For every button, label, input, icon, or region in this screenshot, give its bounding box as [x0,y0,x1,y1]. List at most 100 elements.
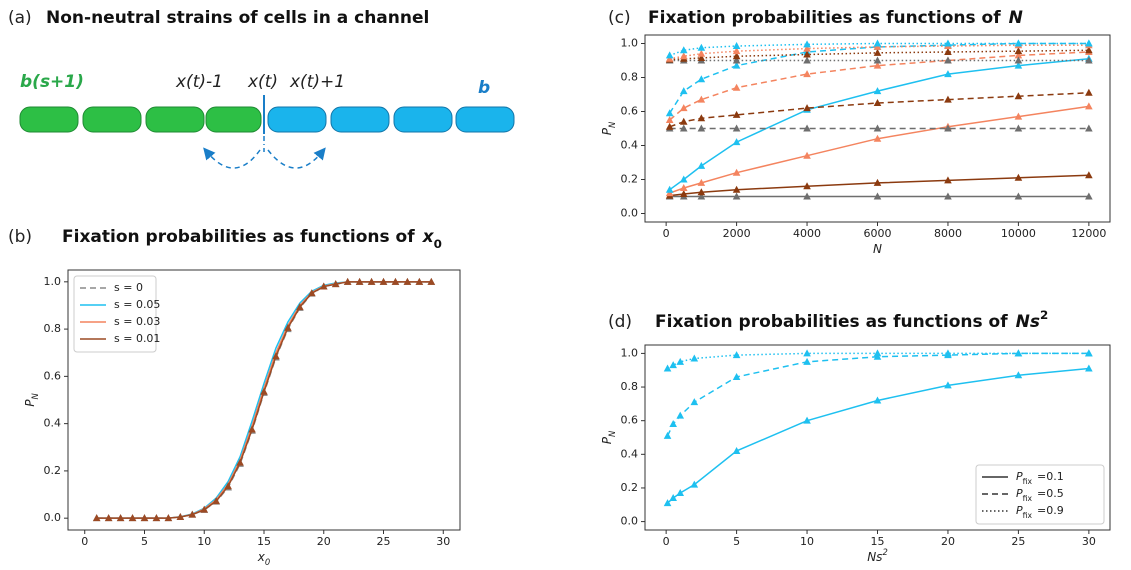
marker [164,514,173,522]
cell [205,106,262,133]
y-tick-label: 1.0 [44,275,62,288]
marker [391,277,400,285]
marker [803,70,811,78]
text-part: Ns [1016,312,1040,332]
marker [732,61,741,69]
marker [224,482,232,490]
y-tick-label: 0.2 [44,464,62,477]
text-part: fix [1023,511,1033,520]
cell [145,106,205,133]
panel-label: (c) [608,8,631,28]
text-part: N [1009,8,1023,28]
marker [1014,92,1023,100]
marker [873,349,882,357]
marker [697,161,706,169]
legend-box [73,275,157,353]
marker [732,192,741,200]
marker [803,151,811,159]
y-tick-label: 0.2 [621,173,639,186]
y-tick-label: 0.0 [44,511,62,524]
marker [116,514,125,522]
marker [679,175,688,183]
marker [104,514,113,522]
cell [330,106,390,133]
x-tick-label: 4000 [793,227,821,240]
marker [803,124,811,132]
y-tick-label: 0.4 [621,139,639,152]
text-part: Fixation probabilities as functions of [655,312,1008,332]
marker [367,277,376,285]
marker [697,178,706,186]
marker [1014,47,1023,55]
text-part: N [873,242,882,256]
marker [873,134,882,142]
y-tick-label: 0.6 [44,369,62,382]
x-tick-label: 0 [663,227,670,240]
y-tick-label: 0.0 [621,515,639,528]
marker [669,420,677,428]
series-line [669,105,1089,194]
y-tick-label: 0.4 [44,417,62,430]
y-tick-label: 0.4 [621,447,639,460]
text-part: 2 [1040,308,1048,322]
marker [697,192,706,200]
legend-label: s = 0.05 [114,298,160,311]
y-tick-label: 0.8 [44,322,62,335]
marker [343,277,352,285]
marker [665,116,674,123]
y-tick-label: 0.6 [621,414,639,427]
marker [803,104,811,112]
text-part: 0 [434,237,442,251]
hop-arrow [267,147,326,169]
marker [873,61,882,69]
diagram-title: Non-neutral strains of cells in a channe… [46,8,429,28]
marker [803,182,811,190]
marker [732,168,741,176]
marker [1014,56,1023,64]
x-tick-label: 5 [141,535,148,548]
marker [690,480,699,488]
marker [1085,349,1093,357]
marker [679,87,688,95]
marker [676,489,685,496]
marker [1014,61,1023,69]
marker [679,184,688,191]
marker [260,387,268,395]
text-part: =0.5 [1037,487,1064,500]
text-part: P [600,127,614,135]
marker [803,416,811,424]
marker [697,95,706,103]
x-tick-label: 25 [1011,535,1025,548]
marker [176,513,185,520]
marker [732,110,741,118]
diagram-panel: (a) Non-neutral strains of cells in a ch… [8,8,515,169]
marker [1085,102,1093,110]
text-part: x [422,227,435,247]
text-part: P [1016,504,1023,517]
marker [944,56,952,64]
cell [19,106,79,133]
marker [152,514,161,522]
marker [944,124,952,132]
x-tick-label: 10 [800,535,814,548]
x-tick-label: 12000 [1071,227,1106,240]
x-axis-label: N [873,242,882,256]
marker [128,514,137,522]
x-tick-label: 20 [941,535,955,548]
marker [732,138,741,146]
text-part: N [607,121,617,128]
chart-title: Fixation probabilities as functions of x0 [62,227,442,251]
marker [272,352,280,360]
marker [944,192,952,200]
marker [665,185,674,193]
marker [1085,364,1093,372]
text-part: s = 0.01 [114,332,160,345]
text-part: 0 [265,557,270,567]
marker [697,49,706,57]
text-part: fix [1023,477,1033,486]
x-tick-label: 15 [871,535,885,548]
marker [679,52,688,60]
marker [140,514,149,522]
marker [944,39,952,47]
